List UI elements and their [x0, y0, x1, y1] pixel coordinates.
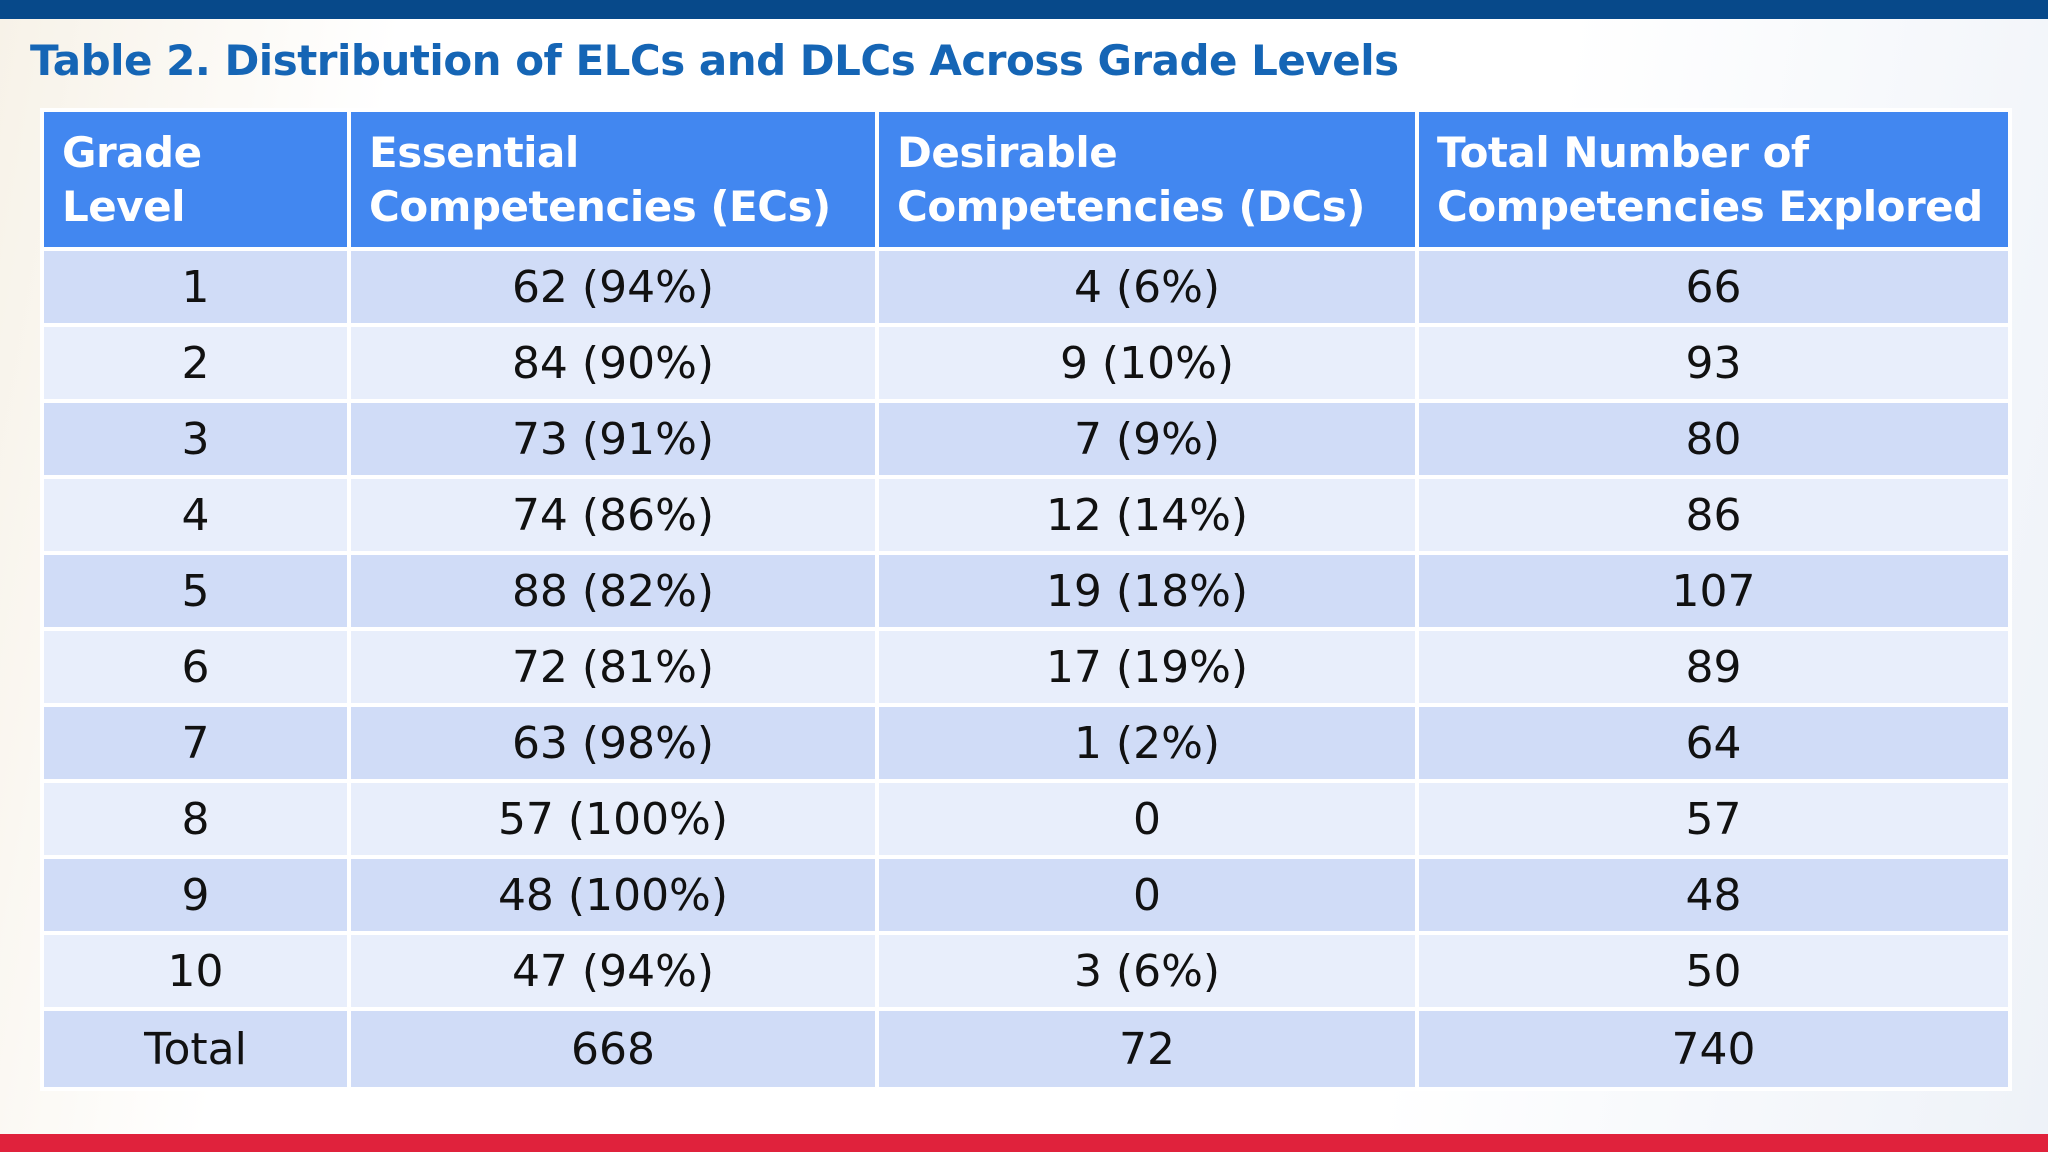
cell-total-competencies: 740 — [1415, 1007, 2012, 1091]
header-desirable-competencies: Desirable Competencies (DCs) — [875, 108, 1419, 251]
cell-grade: 6 — [40, 627, 351, 707]
cell-desirable: 0 — [875, 779, 1419, 859]
cell-grade: 4 — [40, 475, 351, 555]
cell-total: 48 — [1415, 855, 2012, 935]
cell-total: 50 — [1415, 931, 2012, 1011]
table-total-row: Total 668 72 740 — [40, 1007, 2012, 1091]
cell-desirable: 12 (14%) — [875, 475, 1419, 555]
cell-desirable: 17 (19%) — [875, 627, 1419, 707]
table-row: 6 72 (81%) 17 (19%) 89 — [40, 627, 2012, 707]
table-title: Table 2. Distribution of ELCs and DLCs A… — [30, 36, 1399, 85]
table-row: 2 84 (90%) 9 (10%) 93 — [40, 323, 2012, 403]
cell-grade: 3 — [40, 399, 351, 479]
cell-grade: 5 — [40, 551, 351, 631]
header-grade-level: Grade Level — [40, 108, 351, 251]
cell-essential: 47 (94%) — [347, 931, 879, 1011]
table-row: 5 88 (82%) 19 (18%) 107 — [40, 551, 2012, 631]
cell-total: 89 — [1415, 627, 2012, 707]
cell-grade: 2 — [40, 323, 351, 403]
cell-total: 86 — [1415, 475, 2012, 555]
cell-grade: 7 — [40, 703, 351, 783]
cell-total: 66 — [1415, 247, 2012, 327]
cell-total: 64 — [1415, 703, 2012, 783]
cell-essential: 57 (100%) — [347, 779, 879, 859]
cell-desirable: 19 (18%) — [875, 551, 1419, 631]
cell-essential: 62 (94%) — [347, 247, 879, 327]
cell-grade: 10 — [40, 931, 351, 1011]
header-total-competencies: Total Number of Competencies Explored — [1415, 108, 2012, 251]
cell-essential: 73 (91%) — [347, 399, 879, 479]
cell-grade: 8 — [40, 779, 351, 859]
cell-essential: 48 (100%) — [347, 855, 879, 935]
cell-total: 57 — [1415, 779, 2012, 859]
table-row: 10 47 (94%) 3 (6%) 50 — [40, 931, 2012, 1011]
cell-total-label: Total — [40, 1007, 351, 1091]
bottom-accent-bar — [0, 1134, 2048, 1152]
cell-desirable: 1 (2%) — [875, 703, 1419, 783]
cell-essential: 63 (98%) — [347, 703, 879, 783]
cell-grade: 9 — [40, 855, 351, 935]
cell-essential: 74 (86%) — [347, 475, 879, 555]
cell-essential: 72 (81%) — [347, 627, 879, 707]
cell-desirable: 3 (6%) — [875, 931, 1419, 1011]
distribution-table: Grade Level Essential Competencies (ECs)… — [40, 108, 2012, 1091]
cell-essential: 84 (90%) — [347, 323, 879, 403]
cell-total: 93 — [1415, 323, 2012, 403]
cell-desirable: 7 (9%) — [875, 399, 1419, 479]
header-essential-competencies: Essential Competencies (ECs) — [347, 108, 879, 251]
cell-total-essential: 668 — [347, 1007, 879, 1091]
cell-desirable: 0 — [875, 855, 1419, 935]
cell-desirable: 9 (10%) — [875, 323, 1419, 403]
cell-total: 107 — [1415, 551, 2012, 631]
table-row: 4 74 (86%) 12 (14%) 86 — [40, 475, 2012, 555]
table-header-row: Grade Level Essential Competencies (ECs)… — [40, 108, 2012, 251]
table-row: 3 73 (91%) 7 (9%) 80 — [40, 399, 2012, 479]
table-row: 1 62 (94%) 4 (6%) 66 — [40, 247, 2012, 327]
table-row: 7 63 (98%) 1 (2%) 64 — [40, 703, 2012, 783]
top-accent-bar — [0, 0, 2048, 19]
cell-total-desirable: 72 — [875, 1007, 1419, 1091]
table-row: 8 57 (100%) 0 57 — [40, 779, 2012, 859]
cell-essential: 88 (82%) — [347, 551, 879, 631]
cell-desirable: 4 (6%) — [875, 247, 1419, 327]
table-row: 9 48 (100%) 0 48 — [40, 855, 2012, 935]
cell-grade: 1 — [40, 247, 351, 327]
cell-total: 80 — [1415, 399, 2012, 479]
